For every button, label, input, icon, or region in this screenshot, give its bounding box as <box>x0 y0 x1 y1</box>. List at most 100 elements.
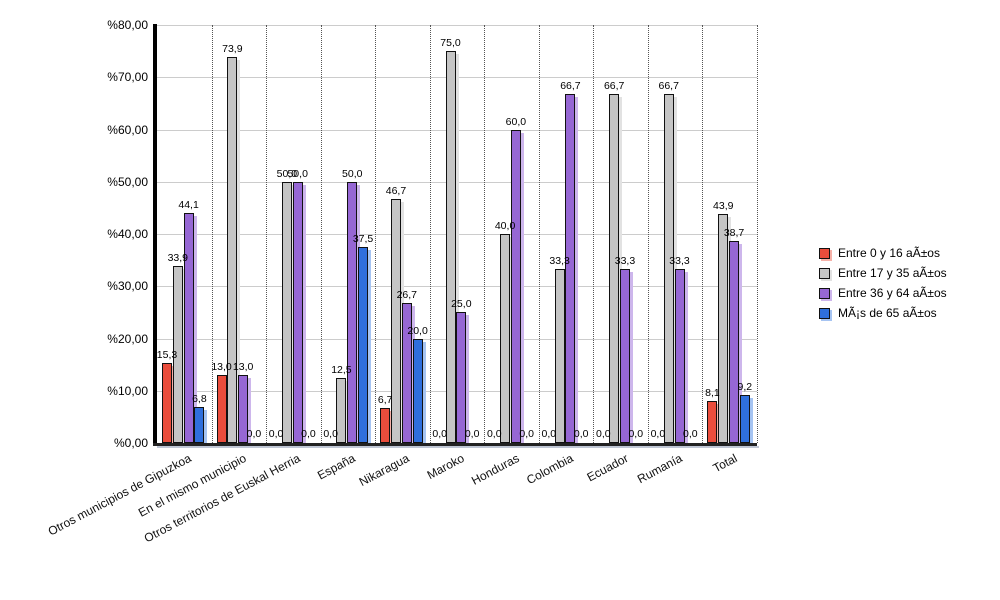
value-label: 33,9 <box>167 251 189 264</box>
bar <box>380 407 391 443</box>
category-separator-line <box>484 25 486 443</box>
value-label: 0,0 <box>268 428 284 440</box>
ytick-label: %20,00 <box>107 331 148 346</box>
bar <box>292 181 303 443</box>
bar <box>554 269 565 443</box>
value-label: 0,0 <box>246 428 262 440</box>
bar <box>390 198 401 443</box>
bar <box>739 394 750 443</box>
bar <box>729 240 740 443</box>
value-label: 0,0 <box>541 428 557 440</box>
bar <box>456 312 467 443</box>
gridline <box>157 234 757 235</box>
value-label: 75,0 <box>440 37 461 50</box>
value-label: 33,3 <box>614 255 636 267</box>
value-label: 25,0 <box>451 298 472 311</box>
category-separator-line <box>647 25 649 443</box>
category-separator-line <box>757 25 758 443</box>
bar <box>565 94 576 443</box>
category-separator-line <box>211 25 213 443</box>
category-separator-line <box>320 25 322 443</box>
category-separator-line <box>375 25 377 443</box>
value-label: 6,8 <box>192 393 207 406</box>
x-axis-shadow <box>157 446 759 448</box>
value-label: 0,0 <box>596 428 611 440</box>
value-label: 13,0 <box>232 361 254 374</box>
value-label: 13,0 <box>211 361 232 374</box>
bar <box>500 234 511 443</box>
legend: Entre 0 y 16 aÃ±os Entre 17 y 35 aÃ±os Ent… <box>819 247 947 327</box>
value-label: 0,0 <box>628 428 644 440</box>
value-label: 50,0 <box>287 167 308 180</box>
value-label: 44,1 <box>178 198 199 211</box>
category-separator-line <box>593 25 595 443</box>
legend-label: Entre 17 y 35 aÃ±os <box>838 266 947 280</box>
category-separator-line <box>538 25 540 443</box>
gridline <box>157 181 757 183</box>
value-label: 26,7 <box>396 289 417 302</box>
value-label: 0,0 <box>650 428 666 440</box>
ytick-label: %30,00 <box>107 279 148 294</box>
value-label: 0,0 <box>464 428 480 440</box>
gridline <box>157 77 757 79</box>
value-label: 20,0 <box>407 324 428 337</box>
bar <box>445 51 456 443</box>
value-label: 50,0 <box>342 167 363 180</box>
bar <box>663 94 674 443</box>
legend-item: MÃ¡s de 65 aÃ±os <box>819 307 947 320</box>
ytick-label: %80,00 <box>107 18 148 32</box>
value-label: 0,0 <box>573 428 589 440</box>
category-separator-line <box>429 25 431 443</box>
bar <box>401 303 412 443</box>
ytick-label: %40,00 <box>107 227 148 241</box>
legend-label: MÃ¡s de 65 aÃ±os <box>838 306 937 320</box>
value-label: 46,7 <box>385 184 407 197</box>
value-label: 0,0 <box>323 428 338 440</box>
value-label: 38,7 <box>723 226 745 239</box>
ytick-label: %0,00 <box>113 436 148 450</box>
ytick-label: %60,00 <box>107 122 148 137</box>
legend-swatch <box>819 288 830 299</box>
bar <box>619 269 630 443</box>
value-label: 37,5 <box>352 233 374 246</box>
value-label: 33,3 <box>549 255 570 267</box>
value-label: 43,9 <box>713 199 734 212</box>
category-separator-line <box>702 25 704 443</box>
gridline <box>157 286 757 288</box>
bar <box>510 129 521 443</box>
x-axis-line <box>153 443 757 446</box>
bar <box>172 265 183 443</box>
value-label: 60,0 <box>505 115 527 128</box>
bar <box>162 363 172 443</box>
value-label: 0,0 <box>486 428 502 440</box>
value-label: 0,0 <box>301 428 316 440</box>
ytick-label: %50,00 <box>107 174 148 189</box>
gridline <box>157 129 757 131</box>
legend-label: Entre 0 y 16 aÃ±os <box>838 246 940 260</box>
y-axis-line <box>153 24 157 446</box>
gridline <box>157 25 757 26</box>
value-label: 0,0 <box>682 428 698 440</box>
value-label: 66,7 <box>603 80 625 93</box>
bar <box>194 407 205 443</box>
bar <box>281 181 292 443</box>
legend-item: Entre 17 y 35 aÃ±os <box>819 267 947 280</box>
legend-label: Entre 36 y 64 aÃ±os <box>838 286 947 300</box>
bar <box>674 269 685 443</box>
value-label: 40,0 <box>494 220 516 232</box>
legend-swatch <box>819 308 830 319</box>
bar <box>216 375 227 443</box>
bar <box>183 212 194 443</box>
bar <box>718 213 729 443</box>
value-label: 73,9 <box>222 42 243 55</box>
value-label: 12,5 <box>331 363 352 376</box>
value-label: 8,1 <box>705 386 720 399</box>
category-separator-line <box>266 25 268 443</box>
value-label: 0,0 <box>432 428 448 440</box>
value-label: 33,3 <box>669 255 690 267</box>
ytick-label: %10,00 <box>107 383 148 398</box>
bar <box>707 400 718 443</box>
bar <box>227 56 238 443</box>
bar <box>238 375 249 443</box>
